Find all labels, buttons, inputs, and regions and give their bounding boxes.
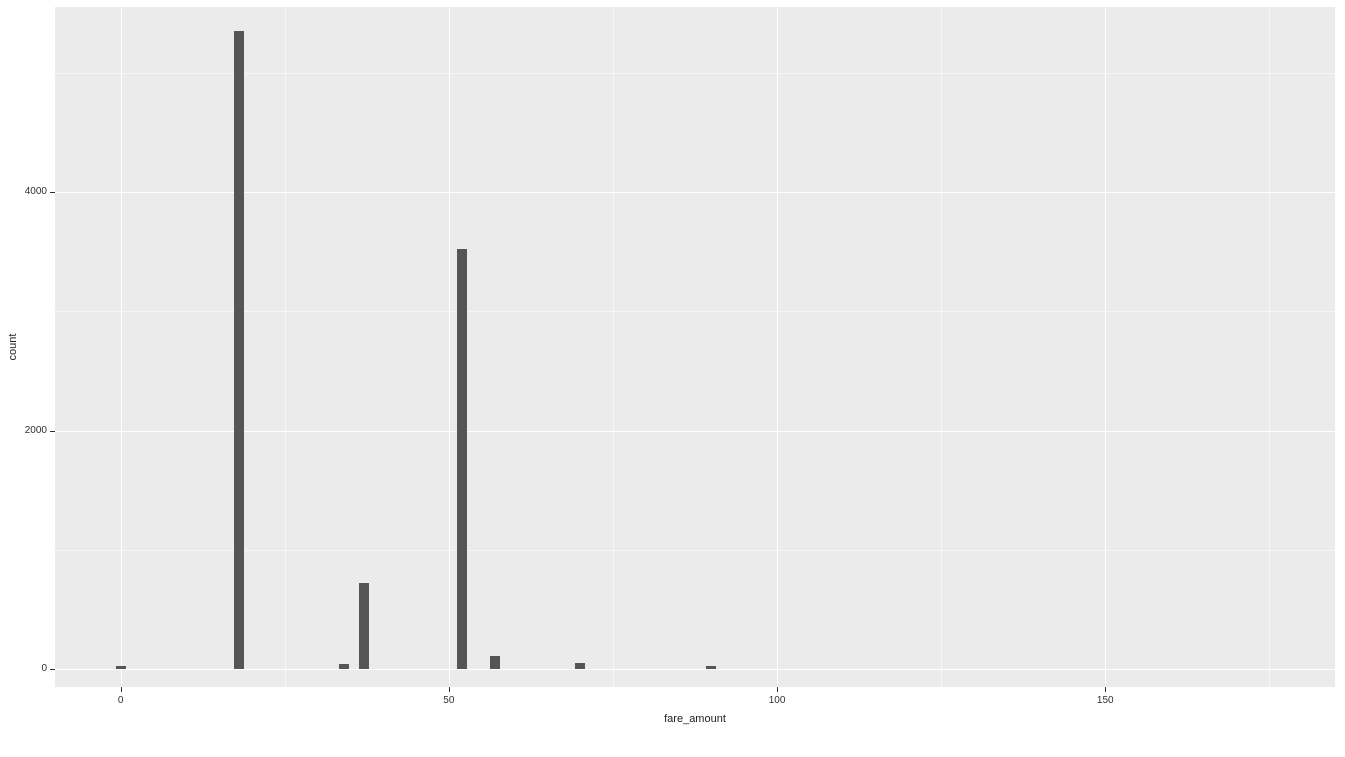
histogram-bar [490, 656, 500, 669]
histogram-bar [339, 664, 349, 669]
xtick-mark [449, 687, 450, 692]
histogram-bar [575, 663, 585, 670]
ytick-mark [50, 431, 55, 432]
ytick-label: 0 [41, 663, 47, 674]
grid-line-v [449, 7, 450, 687]
xtick-mark [1105, 687, 1106, 692]
histogram-bar [234, 31, 244, 669]
histogram-bar [116, 666, 126, 670]
histogram-bar [359, 583, 369, 669]
x-axis-label: fare_amount [664, 713, 726, 725]
grid-line-h [55, 431, 1335, 432]
ytick-mark [50, 192, 55, 193]
grid-line-h-minor [55, 550, 1335, 551]
xtick-label: 150 [1097, 695, 1114, 706]
grid-line-v [777, 7, 778, 687]
xtick-label: 50 [443, 695, 454, 706]
histogram-bar [457, 249, 467, 669]
grid-line-h [55, 669, 1335, 670]
xtick-label: 100 [769, 695, 786, 706]
grid-line-h [55, 192, 1335, 193]
histogram-bar [706, 666, 716, 669]
grid-line-h-minor [55, 311, 1335, 312]
plot-area [55, 7, 1335, 687]
xtick-label: 0 [118, 695, 124, 706]
y-axis-label: count [7, 334, 19, 361]
grid-line-v-minor [1269, 7, 1270, 687]
ytick-label: 2000 [25, 425, 47, 436]
xtick-mark [777, 687, 778, 692]
grid-line-v [1105, 7, 1106, 687]
grid-line-v-minor [613, 7, 614, 687]
grid-line-v-minor [285, 7, 286, 687]
histogram-chart: count fare_amount 0 2000 4000 0 50 100 150 [0, 0, 1345, 757]
ytick-label: 4000 [25, 186, 47, 197]
xtick-mark [121, 687, 122, 692]
grid-line-v-minor [941, 7, 942, 687]
ytick-mark [50, 669, 55, 670]
grid-line-h-minor [55, 73, 1335, 74]
grid-line-v [121, 7, 122, 687]
